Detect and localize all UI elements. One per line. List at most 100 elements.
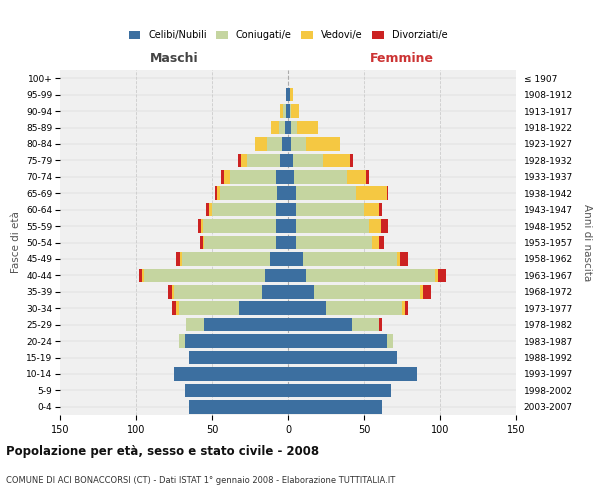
Bar <box>288 252 303 266</box>
Bar <box>205 318 288 332</box>
Bar <box>356 186 387 200</box>
Bar <box>379 203 382 216</box>
Bar <box>238 154 241 167</box>
Bar <box>306 137 340 150</box>
Bar <box>350 154 353 167</box>
Bar <box>176 302 179 315</box>
Bar <box>241 154 247 167</box>
Bar <box>288 170 294 183</box>
Text: Maschi: Maschi <box>149 52 199 65</box>
Bar <box>291 137 306 150</box>
Bar <box>224 170 230 183</box>
Bar <box>365 170 368 183</box>
Bar <box>288 154 293 167</box>
Bar <box>288 384 391 397</box>
Bar <box>186 318 205 332</box>
Bar <box>230 170 276 183</box>
Bar <box>397 252 400 266</box>
Bar <box>288 186 296 200</box>
Bar <box>185 334 288 348</box>
Bar <box>288 203 296 216</box>
Bar <box>288 367 417 380</box>
Bar <box>203 236 205 249</box>
Bar <box>288 400 382 413</box>
Bar <box>286 104 288 118</box>
Bar <box>174 285 262 298</box>
Bar <box>364 203 379 216</box>
Bar <box>288 220 296 233</box>
Legend: Celibi/Nubili, Coniugati/e, Vedovi/e, Divorziati/e: Celibi/Nubili, Coniugati/e, Vedovi/e, Di… <box>125 26 451 44</box>
Bar <box>288 236 296 249</box>
Bar <box>139 268 142 282</box>
Bar <box>379 236 384 249</box>
Bar <box>293 154 323 167</box>
Bar <box>199 220 202 233</box>
Bar <box>276 203 288 216</box>
Bar <box>326 302 402 315</box>
Bar <box>285 121 288 134</box>
Bar <box>276 170 288 183</box>
Bar <box>296 203 364 216</box>
Text: Popolazione per età, sesso e stato civile - 2008: Popolazione per età, sesso e stato civil… <box>6 444 319 458</box>
Bar <box>381 220 388 233</box>
Bar <box>288 121 291 134</box>
Text: Femmine: Femmine <box>370 52 434 65</box>
Bar <box>290 88 293 102</box>
Bar <box>180 252 182 266</box>
Bar <box>379 318 382 332</box>
Bar <box>286 88 288 102</box>
Bar <box>203 220 276 233</box>
Bar <box>371 236 379 249</box>
Bar <box>288 334 387 348</box>
Bar <box>271 121 279 134</box>
Bar <box>288 137 291 150</box>
Bar <box>212 203 276 216</box>
Bar <box>172 302 176 315</box>
Bar <box>288 285 314 298</box>
Bar <box>200 236 203 249</box>
Bar <box>405 302 408 315</box>
Bar <box>288 88 290 102</box>
Bar <box>205 236 276 249</box>
Bar <box>276 220 288 233</box>
Bar <box>277 186 288 200</box>
Bar <box>182 252 270 266</box>
Bar <box>288 268 306 282</box>
Bar <box>176 252 180 266</box>
Bar <box>185 384 288 397</box>
Bar <box>303 252 397 266</box>
Bar <box>143 268 265 282</box>
Bar <box>220 186 277 200</box>
Bar <box>262 285 288 298</box>
Bar <box>172 285 174 298</box>
Bar <box>280 154 288 167</box>
Bar <box>368 220 381 233</box>
Bar <box>247 154 280 167</box>
Bar <box>420 285 423 298</box>
Bar <box>297 121 319 134</box>
Bar <box>280 104 283 118</box>
Bar <box>439 268 446 282</box>
Bar <box>221 170 224 183</box>
Bar <box>296 220 368 233</box>
Bar <box>288 302 326 315</box>
Bar <box>142 268 143 282</box>
Bar <box>283 104 286 118</box>
Bar <box>291 104 299 118</box>
Bar <box>387 334 393 348</box>
Bar <box>179 302 239 315</box>
Bar <box>189 400 288 413</box>
Bar <box>265 268 288 282</box>
Bar <box>168 285 172 298</box>
Bar <box>436 268 439 282</box>
Bar <box>352 318 379 332</box>
Bar <box>296 186 356 200</box>
Bar <box>270 252 288 266</box>
Bar <box>288 318 352 332</box>
Bar <box>387 186 388 200</box>
Bar <box>282 137 288 150</box>
Bar <box>314 285 420 298</box>
Bar <box>239 302 288 315</box>
Bar <box>402 302 405 315</box>
Bar <box>290 104 291 118</box>
